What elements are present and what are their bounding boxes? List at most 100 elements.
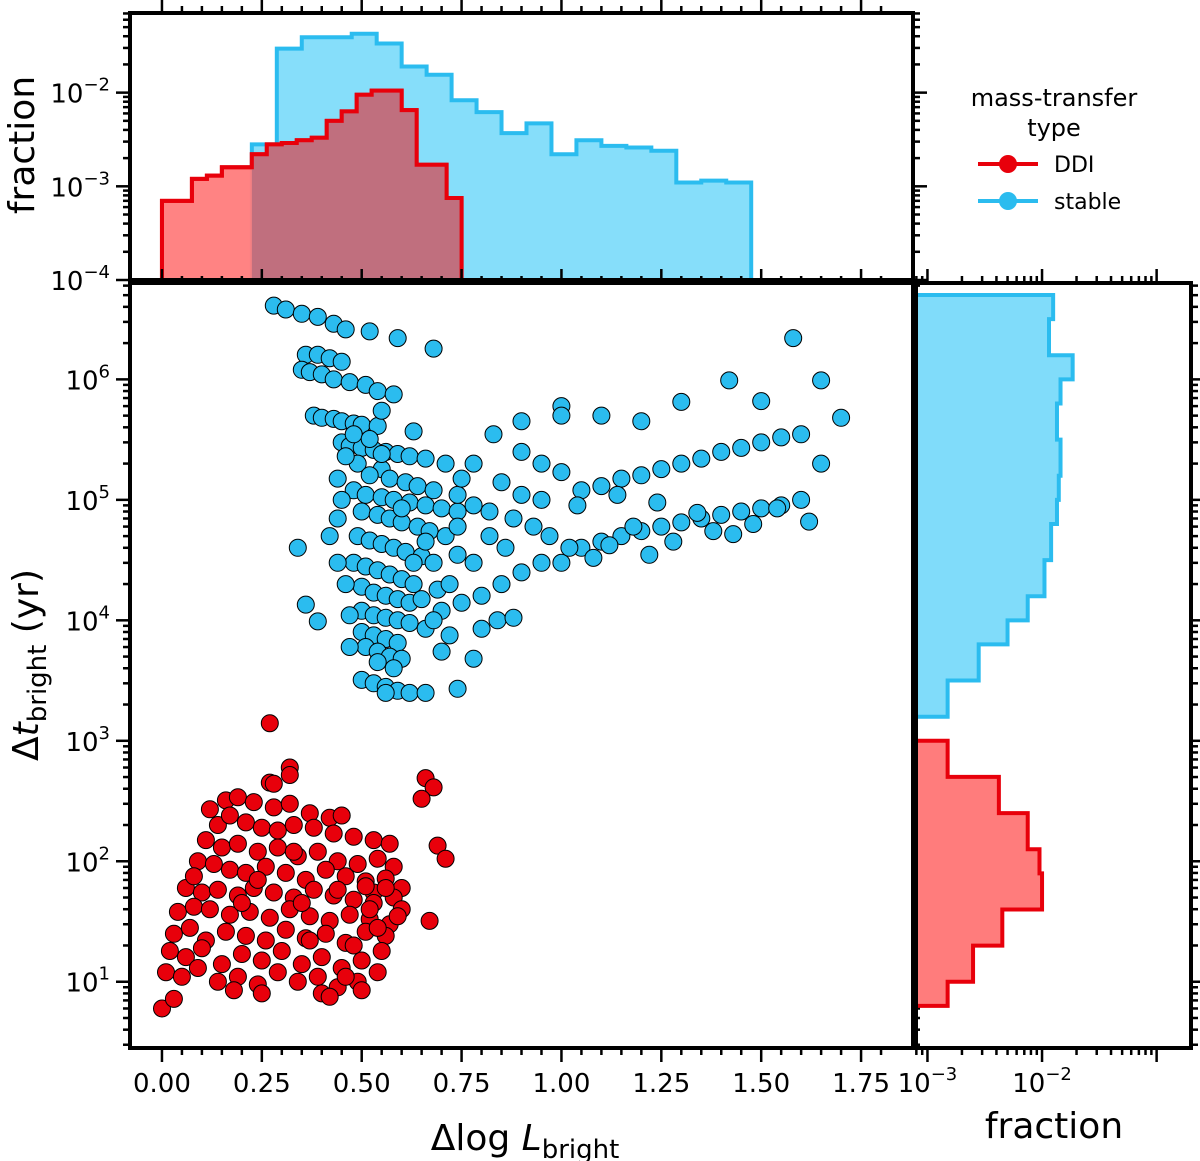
point-ddi-116 xyxy=(164,989,183,1008)
point-ddi-121 xyxy=(352,981,371,1000)
point-ddi-71 xyxy=(260,908,279,927)
point-ddi-118 xyxy=(252,984,271,1003)
point-stable-12 xyxy=(332,352,351,371)
point-stable-133 xyxy=(712,442,731,461)
point-stable-112 xyxy=(532,553,551,572)
point-stable-177 xyxy=(464,496,483,515)
point-stable-191 xyxy=(336,575,355,594)
top-histogram-ddi-outline xyxy=(159,88,464,280)
point-ddi-6 xyxy=(424,778,443,797)
point-stable-105 xyxy=(504,608,523,627)
point-stable-203 xyxy=(416,532,435,551)
point-ddi-93 xyxy=(192,939,211,958)
point-ddi-130 xyxy=(300,931,319,950)
point-ddi-44 xyxy=(220,860,239,879)
scatter-x-tick-label: 1.00 xyxy=(533,1069,591,1099)
point-stable-146 xyxy=(552,406,571,425)
point-stable-71 xyxy=(404,575,423,594)
point-stable-45 xyxy=(356,485,375,504)
point-stable-160 xyxy=(540,527,559,546)
point-stable-154 xyxy=(492,473,511,492)
point-stable-193 xyxy=(340,638,359,656)
point-stable-5 xyxy=(336,320,355,339)
point-ddi-83 xyxy=(236,926,255,945)
right-histogram-bars xyxy=(914,293,1075,1008)
point-stable-134 xyxy=(732,438,751,457)
point-stable-121 xyxy=(712,505,731,524)
point-ddi-31 xyxy=(196,831,215,850)
point-ddi-85 xyxy=(276,920,295,939)
point-stable-189 xyxy=(320,527,339,546)
point-stable-190 xyxy=(328,553,347,572)
point-stable-119 xyxy=(672,513,691,532)
point-ddi-103 xyxy=(157,963,175,982)
point-stable-179 xyxy=(464,553,483,572)
point-ddi-49 xyxy=(316,860,335,879)
point-stable-49 xyxy=(416,496,435,515)
point-stable-183 xyxy=(464,454,483,473)
point-ddi-109 xyxy=(268,963,287,982)
right-histogram-ddi xyxy=(914,738,1045,1008)
point-ddi-61 xyxy=(304,880,323,899)
point-stable-192 xyxy=(340,606,359,625)
point-ddi-84 xyxy=(256,931,275,950)
right-histogram-frame xyxy=(914,281,1193,1050)
point-stable-161 xyxy=(560,538,579,557)
point-stable-125 xyxy=(792,490,811,509)
point-ddi-28 xyxy=(344,827,363,846)
legend-stable-marker xyxy=(999,192,1017,210)
point-stable-200 xyxy=(404,422,423,441)
point-stable-20 xyxy=(384,385,403,404)
point-stable-111 xyxy=(512,563,531,582)
point-stable-201 xyxy=(392,499,411,518)
point-stable-181 xyxy=(448,545,467,564)
point-stable-96 xyxy=(400,683,419,702)
point-ddi-0 xyxy=(260,714,279,733)
point-stable-187 xyxy=(288,538,307,557)
point-stable-140 xyxy=(812,371,831,390)
point-stable-196 xyxy=(336,447,355,466)
point-stable-174 xyxy=(688,503,707,522)
point-stable-138 xyxy=(812,454,831,473)
legend-item-stable: stable xyxy=(978,190,1121,215)
point-stable-52 xyxy=(352,502,371,521)
point-ddi-132 xyxy=(248,870,267,889)
point-ddi-95 xyxy=(232,945,251,963)
point-ddi-99 xyxy=(312,948,331,967)
point-stable-150 xyxy=(484,425,503,444)
point-ddi-94 xyxy=(212,955,231,974)
point-stable-207 xyxy=(424,611,443,630)
point-ddi-105 xyxy=(188,959,207,977)
point-ddi-34 xyxy=(248,842,267,861)
point-stable-109 xyxy=(472,586,491,605)
point-ddi-123 xyxy=(344,936,363,955)
point-ddi-15 xyxy=(264,798,283,817)
point-stable-137 xyxy=(792,425,811,444)
point-stable-128 xyxy=(612,469,631,488)
scatter-x-tick-label: 0.00 xyxy=(133,1069,191,1099)
point-ddi-26 xyxy=(304,818,323,837)
point-stable-50 xyxy=(432,499,451,518)
point-stable-152 xyxy=(532,454,551,473)
right-histogram-ticks xyxy=(915,269,1200,1062)
point-stable-130 xyxy=(652,460,671,479)
point-stable-198 xyxy=(360,430,379,448)
point-ddi-19 xyxy=(332,806,351,825)
point-ddi-33 xyxy=(228,834,247,853)
right-histogram-x-tick-labels: 10−3 10−2 xyxy=(898,1064,1072,1099)
point-stable-165 xyxy=(664,532,683,551)
legend: mass-transfer type DDI stable xyxy=(971,84,1138,215)
point-ddi-122 xyxy=(336,967,355,986)
point-ddi-91 xyxy=(160,942,179,960)
point-stable-208 xyxy=(372,445,391,463)
point-stable-99 xyxy=(376,683,395,702)
point-stable-169 xyxy=(800,512,819,531)
point-stable-139 xyxy=(832,408,851,427)
point-stable-116 xyxy=(612,527,631,546)
point-stable-197 xyxy=(344,425,363,444)
point-ddi-68 xyxy=(200,900,219,919)
point-stable-131 xyxy=(672,454,691,473)
point-stable-8 xyxy=(424,339,443,358)
point-stable-43 xyxy=(424,481,443,500)
